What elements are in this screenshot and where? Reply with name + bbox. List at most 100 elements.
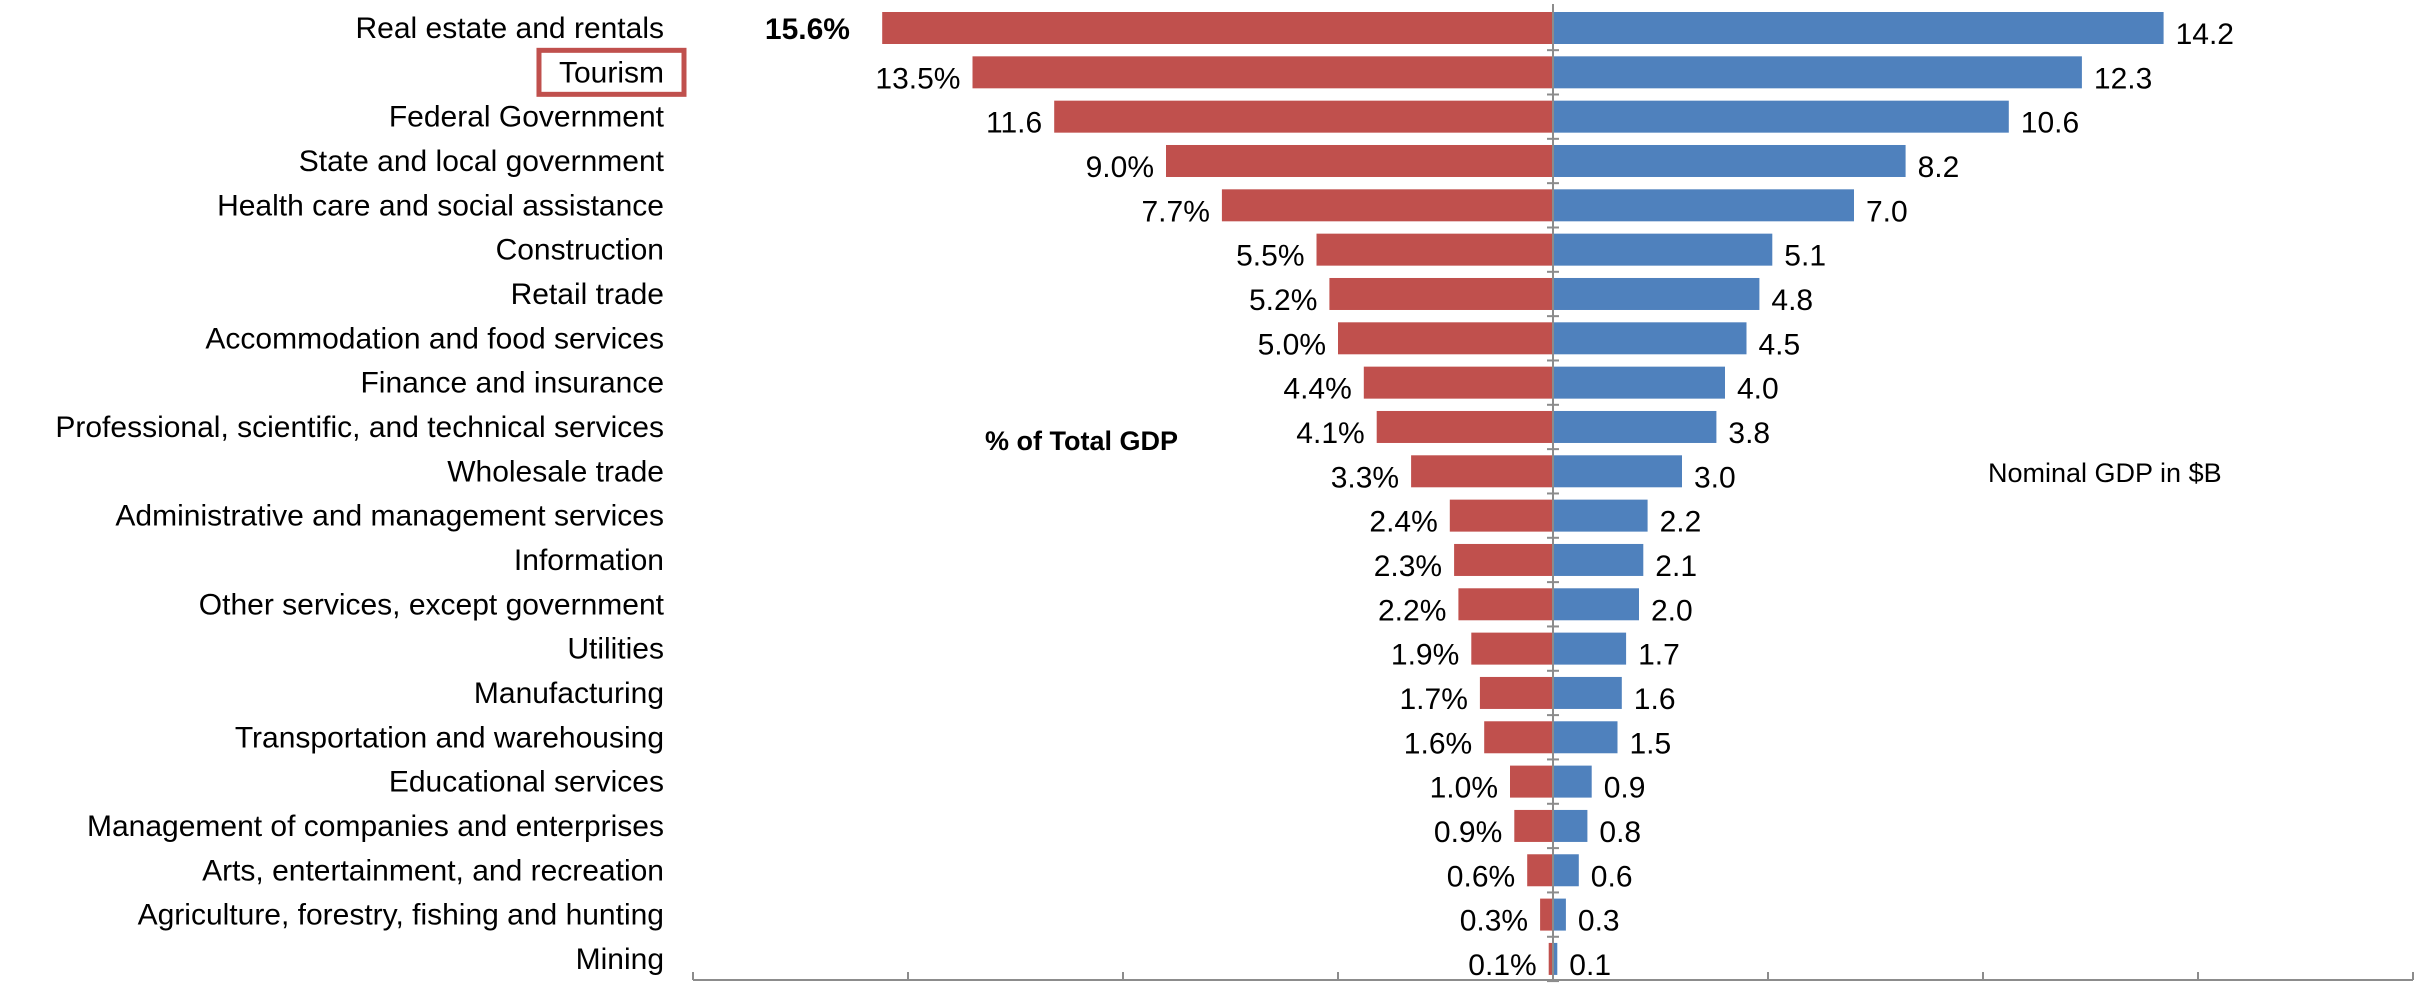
right-bar-finance-and-insurance: [1553, 366, 1725, 399]
left-bar-information: [1454, 543, 1553, 576]
left-bar-wholesale-trade: [1411, 455, 1553, 488]
right-bar-state-and-local-government: [1553, 144, 1906, 177]
category-label-manufacturing: Manufacturing: [474, 677, 664, 710]
category-label-mining: Mining: [576, 943, 664, 976]
category-label-accommodation-and-food-services: Accommodation and food services: [205, 322, 664, 355]
left-bar-administrative-and-management-services: [1449, 499, 1553, 532]
right-bar-wholesale-trade: [1553, 455, 1682, 488]
right-bar-transportation-and-warehousing: [1553, 721, 1618, 754]
category-label-federal-government: Federal Government: [389, 101, 665, 134]
right-value-label-wholesale-trade: 3.0: [1694, 461, 1736, 494]
category-label-administrative-and-management-services: Administrative and management services: [115, 500, 664, 533]
right-bar-educational-services: [1553, 765, 1592, 798]
left-bar-tourism: [972, 56, 1553, 89]
left-bar-management-of-companies-and-enterprises: [1514, 809, 1553, 842]
left-value-label-state-and-local-government: 9.0%: [1086, 151, 1154, 184]
left-value-label-health-care-and-social-assistance: 7.7%: [1142, 195, 1210, 228]
left-value-label-federal-government: 11.6: [986, 107, 1042, 140]
right-bar-accommodation-and-food-services: [1553, 322, 1747, 355]
left-value-label-real-estate-and-rentals: 15.6%: [765, 13, 850, 46]
right-bar-retail-trade: [1553, 277, 1760, 310]
left-bar-health-care-and-social-assistance: [1221, 189, 1553, 222]
left-value-label-information: 2.3%: [1374, 550, 1442, 583]
left-bar-educational-services: [1510, 765, 1553, 798]
right-bar-agriculture-forestry-fishing-and-hunting: [1553, 898, 1566, 931]
right-bar-information: [1553, 543, 1644, 576]
left-value-label-administrative-and-management-services: 2.4%: [1369, 506, 1437, 539]
nominal-gdp-bars: [1553, 12, 2164, 975]
value-labels: 15.6% 14.2 13.5% 12.3 11.6 10.6 9.0% 8.2 7.7% 7.0…: [765, 13, 2234, 982]
right-series-title: Nominal GDP in $B: [1988, 458, 2222, 488]
category-label-agriculture-forestry-fishing-and-hunting: Agriculture, forestry, fishing and hunti…: [138, 899, 664, 932]
category-labels: Real estate and rentals Tourism Federal Go…: [55, 12, 664, 976]
right-value-label-administrative-and-management-services: 2.2: [1660, 506, 1702, 539]
right-value-label-federal-government: 10.6: [2021, 107, 2079, 140]
left-value-label-arts-entertainment-and-recreation: 0.6%: [1447, 860, 1515, 893]
left-value-label-other-services-except-government: 2.2%: [1378, 594, 1446, 627]
category-label-other-services-except-government: Other services, except government: [199, 588, 665, 621]
left-bar-manufacturing: [1479, 676, 1553, 709]
category-label-educational-services: Educational services: [389, 766, 664, 799]
category-label-tourism: Tourism: [559, 56, 664, 89]
left-value-label-wholesale-trade: 3.3%: [1331, 461, 1399, 494]
right-value-label-construction: 5.1: [1784, 240, 1826, 273]
left-value-label-utilities: 1.9%: [1391, 639, 1459, 672]
right-bar-arts-entertainment-and-recreation: [1553, 854, 1579, 887]
left-bar-other-services-except-government: [1458, 588, 1553, 621]
category-label-finance-and-insurance: Finance and insurance: [360, 367, 664, 400]
category-label-management-of-companies-and-enterprises: Management of companies and enterprises: [87, 810, 664, 843]
left-value-label-retail-trade: 5.2%: [1249, 284, 1317, 317]
left-bar-professional-scientific-and-technical-services: [1376, 410, 1553, 443]
left-series-title: % of Total GDP: [985, 426, 1178, 456]
left-bar-state-and-local-government: [1166, 144, 1553, 177]
right-value-label-finance-and-insurance: 4.0: [1737, 373, 1779, 406]
right-value-label-transportation-and-warehousing: 1.5: [1630, 727, 1672, 760]
right-value-label-manufacturing: 1.6: [1634, 683, 1676, 716]
right-bar-real-estate-and-rentals: [1553, 12, 2164, 44]
category-label-professional-scientific-and-technical-services: Professional, scientific, and technical …: [55, 411, 664, 444]
right-value-label-other-services-except-government: 2.0: [1651, 594, 1693, 627]
right-value-label-mining: 0.1: [1569, 949, 1611, 982]
category-label-utilities: Utilities: [567, 633, 664, 666]
left-value-label-manufacturing: 1.7%: [1400, 683, 1468, 716]
right-value-label-information: 2.1: [1655, 550, 1697, 583]
right-value-label-professional-scientific-and-technical-services: 3.8: [1728, 417, 1770, 450]
left-bar-mining: [1548, 942, 1553, 975]
right-value-label-educational-services: 0.9: [1604, 772, 1646, 805]
left-value-label-tourism: 13.5%: [875, 62, 960, 95]
left-bar-agriculture-forestry-fishing-and-hunting: [1540, 898, 1553, 931]
left-bar-federal-government: [1054, 100, 1553, 133]
right-value-label-agriculture-forestry-fishing-and-hunting: 0.3: [1578, 905, 1620, 938]
left-bar-construction: [1316, 233, 1553, 266]
category-label-construction: Construction: [496, 234, 664, 267]
right-bar-mining: [1553, 942, 1558, 975]
category-label-information: Information: [514, 544, 664, 577]
right-bar-utilities: [1553, 632, 1627, 665]
right-bar-manufacturing: [1553, 676, 1622, 709]
right-bar-management-of-companies-and-enterprises: [1553, 809, 1588, 842]
left-bar-transportation-and-warehousing: [1484, 721, 1553, 754]
highlight-box: [536, 47, 687, 97]
right-bar-other-services-except-government: [1553, 588, 1639, 621]
category-label-real-estate-and-rentals: Real estate and rentals: [355, 12, 664, 45]
right-value-label-accommodation-and-food-services: 4.5: [1759, 328, 1801, 361]
right-value-label-management-of-companies-and-enterprises: 0.8: [1599, 816, 1641, 849]
left-value-label-educational-services: 1.0%: [1430, 772, 1498, 805]
left-value-label-construction: 5.5%: [1236, 240, 1304, 273]
right-value-label-state-and-local-government: 8.2: [1918, 151, 1960, 184]
right-value-label-real-estate-and-rentals: 14.2: [2176, 18, 2234, 51]
right-bar-federal-government: [1553, 100, 2009, 133]
left-value-label-transportation-and-warehousing: 1.6%: [1404, 727, 1472, 760]
left-value-label-finance-and-insurance: 4.4%: [1283, 373, 1351, 406]
left-value-label-accommodation-and-food-services: 5.0%: [1258, 328, 1326, 361]
left-bar-utilities: [1471, 632, 1553, 665]
category-label-arts-entertainment-and-recreation: Arts, entertainment, and recreation: [202, 854, 664, 887]
right-value-label-health-care-and-social-assistance: 7.0: [1866, 195, 1908, 228]
left-bar-arts-entertainment-and-recreation: [1527, 854, 1553, 887]
right-bar-tourism: [1553, 56, 2082, 89]
right-bar-administrative-and-management-services: [1553, 499, 1648, 532]
gdp-share-bars: [882, 12, 1553, 975]
category-label-transportation-and-warehousing: Transportation and warehousing: [235, 721, 664, 754]
right-bar-construction: [1553, 233, 1773, 266]
